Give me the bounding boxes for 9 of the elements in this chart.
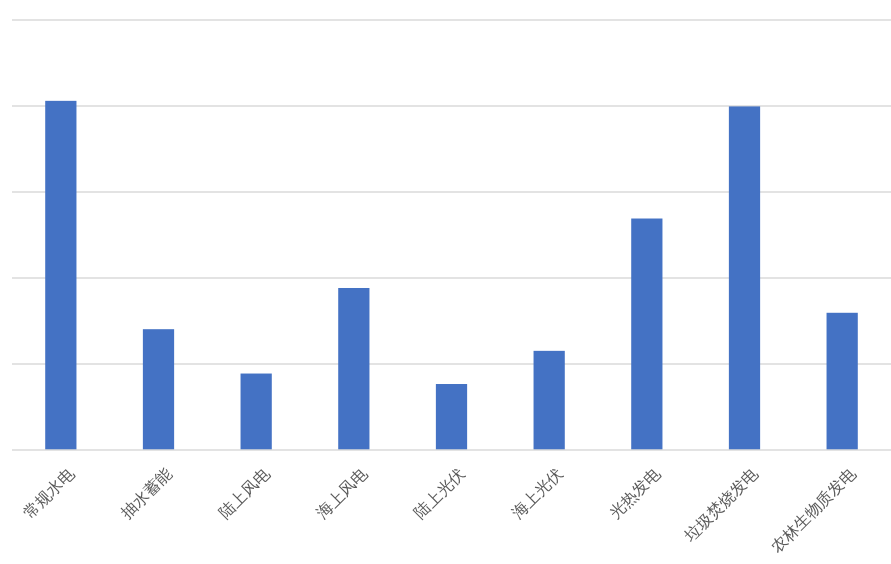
- x-tick-label: 海上风电: [312, 464, 372, 523]
- x-tick-label: 农林生物质发电: [766, 464, 860, 557]
- x-tick-label: 陆上风电: [214, 464, 274, 523]
- x-tick-label: 陆上光伏: [410, 464, 469, 523]
- x-tick-label: 常规水电: [19, 464, 78, 523]
- x-tick-label: 抽水蓄能: [117, 464, 176, 523]
- x-tick-label: 垃圾焚烧发电: [680, 464, 762, 546]
- x-tick-label: 光热发电: [605, 464, 664, 523]
- x-tick-label: 海上光伏: [508, 464, 566, 523]
